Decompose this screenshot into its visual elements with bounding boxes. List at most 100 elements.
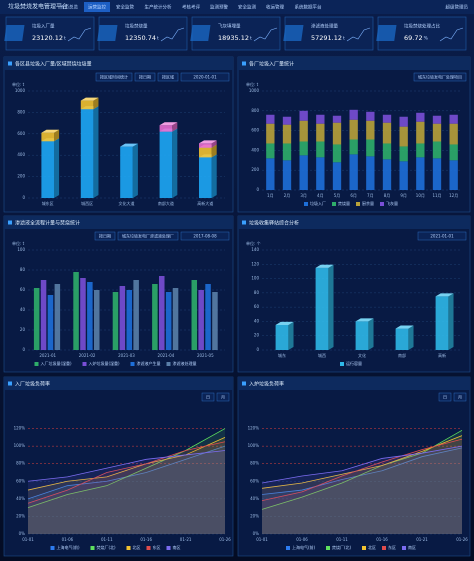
- nav-item[interactable]: 监测预警: [210, 4, 228, 11]
- app-title: 垃圾焚烧发电管理平台: [8, 3, 68, 11]
- kpi-value: 18935.12: [218, 34, 249, 42]
- legend-label: 焚烧厂(北): [332, 544, 352, 550]
- legend-label: 东区: [388, 544, 396, 550]
- nav-item[interactable]: 首页总览: [60, 4, 78, 11]
- unit-label: 单位: t: [12, 81, 25, 87]
- control[interactable]: [201, 392, 215, 402]
- user-name[interactable]: 超级管理员: [446, 4, 469, 11]
- y-tick-label: 0%: [253, 531, 260, 536]
- control-label[interactable]: 2017-08-08: [193, 233, 217, 238]
- kpi-icon: [376, 25, 397, 41]
- legend-swatch: [340, 362, 344, 366]
- legend-swatch: [326, 546, 330, 550]
- bar: [120, 146, 133, 198]
- control[interactable]: [413, 72, 467, 82]
- top-bar: [0, 0, 474, 14]
- line-area: [262, 439, 462, 534]
- bar: [80, 278, 86, 350]
- y-tick-label: 60: [20, 287, 26, 292]
- control-label[interactable]: 按区域时间统计: [100, 73, 128, 79]
- control[interactable]: [134, 72, 156, 82]
- bar: [332, 122, 342, 145]
- bar-top: [435, 293, 454, 297]
- bar: [41, 132, 55, 142]
- bar-top: [275, 321, 294, 325]
- control[interactable]: [94, 231, 116, 241]
- legend-swatch: [82, 362, 87, 366]
- control-label[interactable]: 月: [458, 394, 462, 399]
- y-tick-label: 0: [22, 195, 25, 200]
- control[interactable]: [95, 72, 133, 82]
- nav-active: [84, 2, 110, 12]
- bar: [316, 114, 325, 124]
- legend-swatch: [146, 546, 151, 550]
- control[interactable]: [417, 231, 467, 241]
- legend-swatch: [166, 546, 171, 550]
- bar-top-light: [315, 264, 334, 268]
- panel-title-bar: [238, 377, 470, 390]
- y-tick-label: 40%: [250, 496, 259, 501]
- bar-top: [395, 325, 414, 329]
- kpi-label: 渗滤液处理量: [311, 23, 338, 30]
- y-tick-label: 20%: [250, 513, 259, 518]
- control-label[interactable]: 月: [221, 394, 225, 399]
- nav-item[interactable]: 收运管理: [266, 4, 284, 11]
- kpi-icon: [4, 25, 25, 41]
- legend-swatch: [332, 202, 336, 206]
- control[interactable]: [117, 231, 179, 241]
- bar: [266, 114, 275, 124]
- bar-side-shade: [211, 144, 217, 158]
- legend-label: 上海电气(前): [292, 544, 316, 550]
- control-label[interactable]: 日: [443, 394, 447, 399]
- nav-item[interactable]: 生产统计分析: [145, 4, 172, 11]
- x-tick-label: 01-01: [22, 537, 34, 542]
- line: [27, 436, 226, 491]
- bar-side: [93, 97, 99, 110]
- bar: [159, 131, 173, 198]
- control[interactable]: [438, 392, 452, 402]
- control-label[interactable]: 2021-01-01: [430, 233, 454, 238]
- control[interactable]: [157, 72, 179, 82]
- bar: [382, 143, 392, 160]
- nav-item[interactable]: 安全监测: [238, 4, 256, 11]
- bar-top-light: [80, 97, 99, 101]
- line-area: [28, 446, 225, 534]
- x-tick-label: 4月: [317, 193, 324, 198]
- nav-item[interactable]: 考核考评: [182, 4, 200, 11]
- x-tick-label: 7月: [367, 193, 374, 198]
- legend-swatch: [402, 546, 406, 550]
- control-label[interactable]: 城东垃圾发电厂渗滤液处理厂: [122, 232, 174, 238]
- legend-swatch: [166, 362, 171, 366]
- line: [261, 435, 463, 489]
- panel-title-bar: [4, 216, 233, 229]
- kpi-unit: t: [250, 36, 252, 42]
- bar-side-shade: [54, 138, 60, 198]
- legend-swatch: [304, 202, 308, 206]
- x-tick-label: 01-16: [376, 537, 388, 542]
- x-tick-label: 2021-05: [197, 353, 214, 358]
- bar-side-shade: [211, 140, 217, 148]
- control-label[interactable]: 2020-01-01: [193, 74, 217, 79]
- bar: [133, 280, 139, 350]
- panel-title-bar: [4, 377, 233, 390]
- x-tick-label: 南部: [398, 352, 406, 358]
- bar: [299, 110, 308, 121]
- control-label[interactable]: 按区域: [162, 73, 174, 79]
- control-label[interactable]: 城东垃圾发电厂处理项目: [418, 73, 462, 79]
- control[interactable]: [180, 231, 230, 241]
- y-tick-label: 0%: [19, 531, 26, 536]
- control[interactable]: [216, 392, 230, 402]
- nav-item[interactable]: 系统数据平台: [295, 4, 322, 11]
- bar-side: [172, 122, 178, 132]
- y-tick-label: 120%: [14, 426, 26, 431]
- control[interactable]: [453, 392, 467, 402]
- bar: [80, 109, 94, 198]
- nav-item[interactable]: 安全监管: [116, 4, 134, 11]
- title-icon: [242, 220, 246, 225]
- control-label[interactable]: 按日期: [99, 232, 111, 238]
- unit-label: 单位: t: [246, 81, 259, 87]
- nav-item[interactable]: 运营监控: [88, 4, 106, 11]
- control-label[interactable]: 按日期: [139, 73, 151, 79]
- control[interactable]: [180, 72, 230, 82]
- control-label[interactable]: 日: [206, 394, 210, 399]
